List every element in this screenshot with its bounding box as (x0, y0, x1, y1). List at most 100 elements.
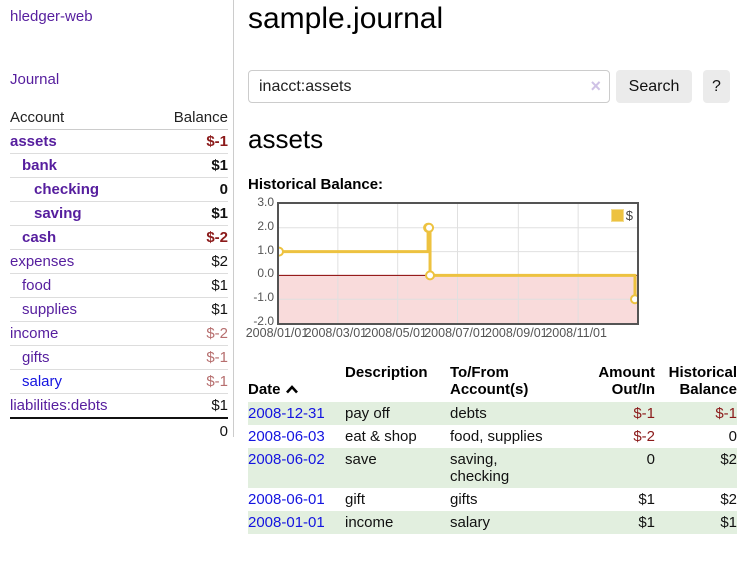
search-button[interactable]: Search (616, 70, 692, 103)
sidebar-divider (233, 0, 234, 437)
account-row: bank $1 (10, 154, 228, 178)
transaction-date-link[interactable]: 2008-12-31 (248, 405, 325, 422)
register-row: 2008-06-02 save saving, checking 0 $2 (248, 448, 737, 488)
sidebar-item-journal[interactable]: Journal (10, 71, 60, 88)
y-axis-tick-label: -1.0 (253, 290, 274, 305)
search-input[interactable] (249, 71, 609, 102)
register-cell-accounts: salary (450, 514, 491, 531)
register-cell-date: 2008-06-03 (248, 425, 345, 448)
register-cell-date: 2008-06-01 (248, 488, 345, 511)
account-balance: $1 (211, 205, 228, 222)
register-row: 2008-06-03 eat & shop food, supplies $-2… (248, 425, 737, 448)
sort-ascending-icon (285, 385, 298, 394)
account-balance: $2 (211, 253, 228, 270)
clear-search-icon[interactable]: × (590, 76, 601, 96)
account-row: checking 0 (10, 178, 228, 202)
main-content: sample.journal × Search ? assets Histori… (246, 0, 742, 582)
accounts-col-account: Account (10, 109, 65, 126)
accounts-total-value: 0 (219, 422, 228, 440)
account-link[interactable]: salary (22, 373, 63, 390)
account-heading: assets (248, 124, 324, 154)
register-cell-balance: $2 (720, 491, 737, 508)
account-balance: $1 (211, 157, 228, 174)
register-cell-accounts: gifts (450, 491, 478, 508)
register-cell-amount: $1 (638, 514, 655, 531)
account-link[interactable]: income (10, 325, 59, 342)
register-table: Date Description To/From Account(s) Amou… (248, 362, 737, 534)
y-axis-tick-label: 2.0 (257, 218, 274, 233)
register-cell-date: 2008-01-01 (248, 511, 345, 534)
register-cell-amount: $-1 (633, 405, 655, 422)
register-col-amount: Amount Out/In (598, 364, 655, 398)
account-link[interactable]: bank (22, 157, 58, 174)
transaction-date-link[interactable]: 2008-01-01 (248, 514, 325, 531)
sidebar: hledger-web Journal Account Balance asse… (0, 0, 233, 582)
account-row: saving $1 (10, 202, 228, 226)
y-axis-tick-label: -2.0 (253, 314, 274, 328)
account-link[interactable]: liabilities:debts (10, 397, 108, 414)
chart-title: Historical Balance: (248, 176, 384, 193)
account-balance: $-1 (206, 133, 228, 150)
register-col-date-sort[interactable]: Date (248, 362, 345, 402)
help-button[interactable]: ? (703, 70, 730, 103)
account-link[interactable]: assets (10, 133, 57, 150)
account-row: supplies $1 (10, 298, 228, 322)
register-row: 2008-06-01 gift gifts $1 $2 (248, 488, 737, 511)
register-cell-description: eat & shop (345, 428, 417, 445)
x-axis-tick-label: 2008/09/01 (485, 326, 548, 340)
accounts-table-body: assets $-1 bank $1 checking 0 saving $1 … (10, 130, 228, 417)
register-col-accounts: To/From Account(s) (450, 364, 529, 398)
transaction-date-link[interactable]: 2008-06-01 (248, 491, 325, 508)
account-balance: $1 (211, 301, 228, 318)
transaction-date-link[interactable]: 2008-06-03 (248, 428, 325, 445)
account-row: income $-2 (10, 322, 228, 346)
chart-plot-area: $ (277, 202, 639, 325)
register-cell-accounts: saving, checking (450, 451, 510, 485)
register-cell-date: 2008-12-31 (248, 402, 345, 425)
account-balance: $-2 (206, 229, 228, 246)
y-axis-tick-label: 0.0 (257, 266, 274, 281)
account-row: gifts $-1 (10, 346, 228, 370)
x-axis-tick-label: 2008/07/01 (424, 326, 487, 340)
historical-balance-chart: 3.0 2.0 1.0 0.0 -1.0 -2.0 $ 2008/01/01 2008/03… (246, 195, 668, 344)
register-cell-balance: $-1 (715, 405, 737, 422)
app-brand-link[interactable]: hledger-web (10, 8, 93, 25)
account-link[interactable]: gifts (22, 349, 50, 366)
page-title: sample.journal (248, 2, 444, 35)
register-cell-accounts: food, supplies (450, 428, 543, 445)
chart-legend: $ (609, 208, 633, 223)
account-link[interactable]: expenses (10, 253, 75, 270)
account-row: liabilities:debts $1 (10, 394, 228, 417)
account-balance: $-2 (206, 325, 228, 342)
register-cell-amount: $1 (638, 491, 655, 508)
register-row: 2008-01-01 income salary $1 $1 (248, 511, 737, 534)
legend-series-label: $ (625, 208, 633, 223)
transaction-date-link[interactable]: 2008-06-02 (248, 451, 325, 468)
register-cell-date: 2008-06-02 (248, 448, 345, 488)
register-header-row: Date Description To/From Account(s) Amou… (248, 362, 737, 402)
account-balance: $-1 (206, 373, 228, 390)
y-axis-tick-label: 3.0 (257, 195, 274, 209)
account-link[interactable]: food (22, 277, 52, 294)
x-axis-tick-label: 2008/03/01 (304, 326, 368, 340)
account-row: assets $-1 (10, 130, 228, 154)
account-link[interactable]: supplies (22, 301, 78, 318)
register-cell-description: save (345, 451, 377, 468)
x-axis-tick-label: 2008/01/01 (245, 326, 309, 340)
search-input-wrap: × (248, 70, 610, 103)
account-row: expenses $2 (10, 250, 228, 274)
register-row: 2008-12-31 pay off debts $-1 $-1 (248, 402, 737, 425)
account-balance: 0 (219, 181, 228, 198)
register-col-balance: Historical Balance (668, 364, 737, 398)
register-cell-description: income (345, 514, 394, 531)
register-col-date-label: Date (248, 381, 281, 398)
account-link[interactable]: checking (34, 181, 100, 198)
account-link[interactable]: cash (22, 229, 57, 246)
account-row: food $1 (10, 274, 228, 298)
legend-swatch-icon (609, 208, 625, 223)
x-axis-tick-label: 2008/05/01 (364, 326, 427, 340)
account-balance: $-1 (206, 349, 228, 366)
register-cell-description: pay off (345, 405, 390, 422)
register-cell-amount: 0 (646, 451, 655, 468)
account-link[interactable]: saving (34, 205, 82, 222)
